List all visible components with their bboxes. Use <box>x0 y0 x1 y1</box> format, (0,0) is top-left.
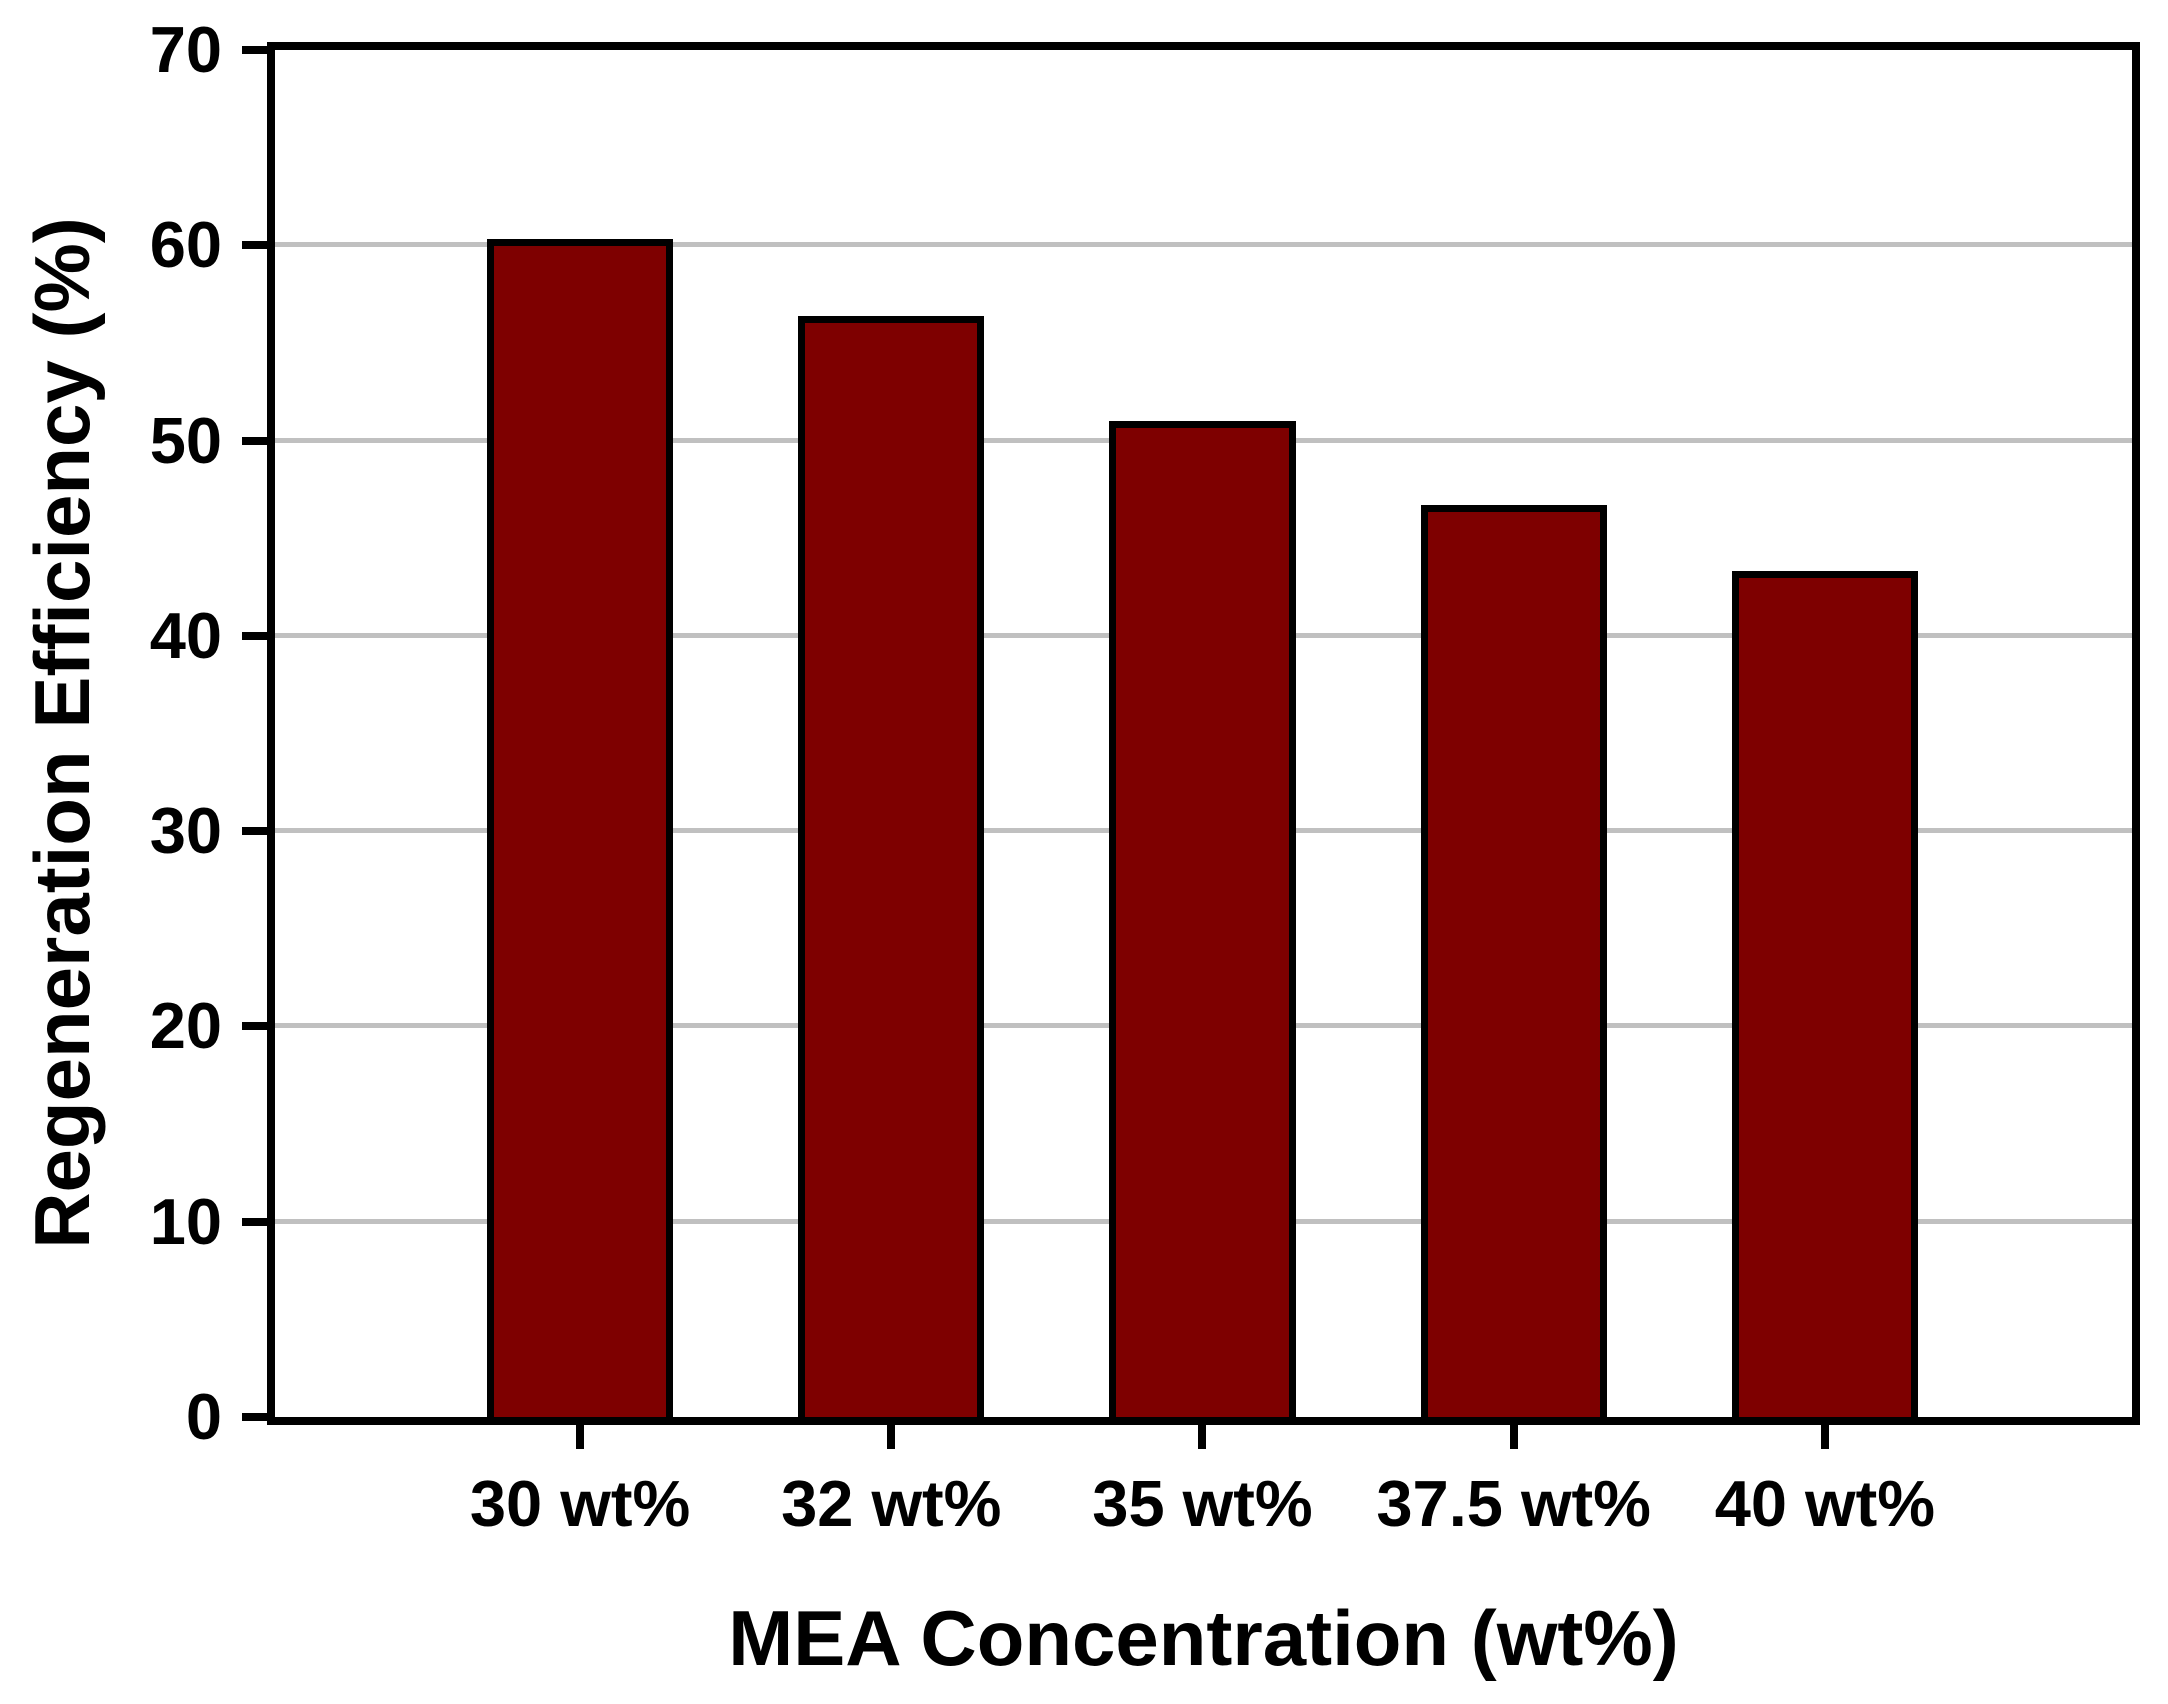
y-gridline <box>275 242 2132 248</box>
x-axis-tick <box>576 1425 585 1449</box>
x-tick-label: 37.5 wt% <box>1376 1467 1651 1540</box>
bar-40wt <box>1731 571 1918 1417</box>
y-axis-tick <box>242 631 267 640</box>
bar-35wt <box>1109 421 1296 1417</box>
y-tick-label: 40 <box>149 598 222 672</box>
y-tick-label: 10 <box>149 1184 222 1258</box>
y-tick-label: 70 <box>149 13 222 86</box>
x-axis-tick <box>1198 1425 1207 1449</box>
y-tick-label: 60 <box>149 208 222 282</box>
y-tick-label: 0 <box>185 1380 222 1453</box>
y-axis-tick <box>242 1022 267 1031</box>
y-axis-tick <box>242 241 267 250</box>
y-axis-tick <box>242 46 267 54</box>
y-tick-label: 20 <box>149 989 222 1063</box>
plot-area <box>267 42 2140 1425</box>
x-axis-title: MEA Concentration (wt%) <box>728 1594 1679 1682</box>
x-tick-label: 30 wt% <box>469 1467 691 1540</box>
x-tick-label: 32 wt% <box>781 1467 1002 1540</box>
x-axis-tick <box>1509 1425 1518 1449</box>
bar-32wt <box>798 315 985 1417</box>
x-axis-tick <box>1820 1425 1829 1449</box>
x-tick-label: 40 wt% <box>1714 1467 1936 1540</box>
x-tick-label: 35 wt% <box>1092 1467 1313 1540</box>
y-axis-tick <box>242 436 267 445</box>
y-axis-tick <box>242 1217 267 1226</box>
y-axis-tick <box>242 827 267 836</box>
x-axis-tick <box>887 1425 896 1449</box>
bar-37.5wt <box>1420 505 1607 1417</box>
y-axis-tick <box>242 1413 267 1421</box>
y-tick-label: 30 <box>149 794 222 868</box>
bar-30wt <box>487 239 674 1417</box>
y-tick-label: 50 <box>149 403 222 477</box>
